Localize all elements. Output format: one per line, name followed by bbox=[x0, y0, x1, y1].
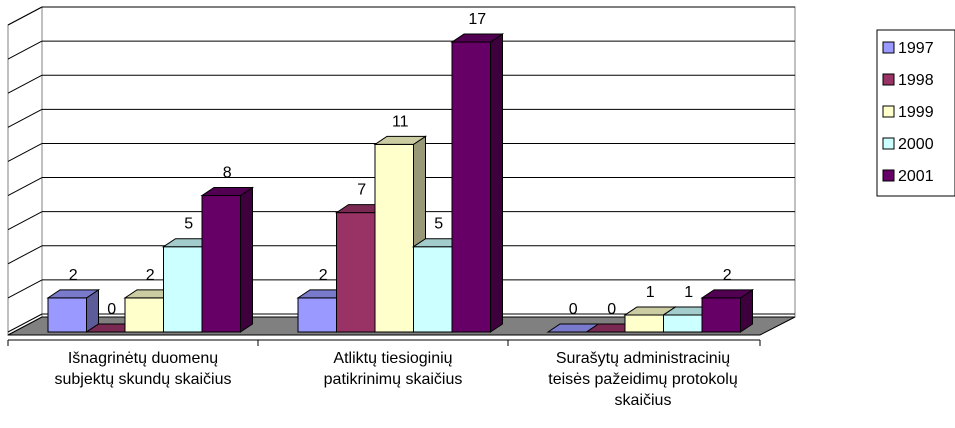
bar-top bbox=[373, 135, 428, 145]
legend-swatch bbox=[882, 105, 895, 118]
grid-line bbox=[7, 74, 43, 94]
value-label: 2 bbox=[723, 267, 732, 284]
bar bbox=[624, 314, 664, 333]
grid-line bbox=[7, 279, 43, 299]
grid-line bbox=[7, 177, 43, 196]
bar bbox=[47, 297, 87, 333]
bar-top bbox=[200, 187, 255, 197]
bar bbox=[413, 246, 453, 333]
x-tick-label: patikrinimų skaičius bbox=[324, 371, 463, 388]
x-tick-label: teisės pažeidimų protokolų bbox=[548, 371, 738, 388]
legend-swatch bbox=[882, 73, 895, 86]
bar bbox=[124, 297, 164, 333]
bar-top bbox=[450, 33, 505, 43]
bar bbox=[201, 195, 241, 333]
bar-top bbox=[700, 289, 755, 299]
value-label: 7 bbox=[357, 182, 366, 199]
grid-line bbox=[7, 211, 43, 231]
value-label: 5 bbox=[434, 216, 443, 233]
bar bbox=[374, 143, 414, 333]
x-tick-label: subjektų skundų skaičius bbox=[55, 371, 232, 388]
bar-side bbox=[490, 33, 503, 333]
legend-label: 1998 bbox=[898, 72, 934, 89]
value-label: 17 bbox=[468, 11, 486, 28]
legend-label: 1997 bbox=[898, 40, 934, 57]
x-tick-label: skaičius bbox=[615, 392, 672, 409]
value-label: 2 bbox=[319, 267, 328, 284]
bar bbox=[297, 297, 337, 333]
value-label: 11 bbox=[392, 113, 409, 130]
grid-line bbox=[7, 6, 43, 26]
value-label: 2 bbox=[69, 267, 78, 284]
legend-label: 2001 bbox=[898, 168, 934, 185]
grid-line bbox=[7, 245, 43, 265]
bar bbox=[336, 212, 376, 333]
grid-line bbox=[7, 40, 43, 60]
bar bbox=[663, 314, 703, 333]
grid-line bbox=[7, 313, 43, 333]
value-label: 1 bbox=[684, 284, 693, 301]
bar bbox=[701, 297, 741, 333]
value-label: 0 bbox=[569, 301, 578, 318]
value-label: 8 bbox=[223, 165, 232, 182]
grid-line bbox=[7, 143, 43, 162]
bar bbox=[451, 41, 491, 333]
legend-swatch bbox=[882, 169, 895, 182]
value-label: 1 bbox=[646, 284, 655, 301]
grid-line bbox=[7, 108, 43, 128]
bar-side bbox=[240, 186, 253, 333]
x-tick-label: Surašytų administracinių bbox=[556, 350, 730, 367]
legend-swatch bbox=[882, 41, 895, 54]
legend-label: 1999 bbox=[898, 104, 934, 121]
legend-swatch bbox=[882, 137, 895, 150]
value-label: 2 bbox=[146, 267, 155, 284]
bar bbox=[163, 246, 203, 333]
x-tick-label: Atliktų tiesioginių bbox=[333, 350, 452, 367]
bar-top bbox=[46, 289, 101, 299]
legend-label: 2000 bbox=[898, 136, 934, 153]
x-tick-label: Išnagrinėtų duomenų bbox=[68, 350, 218, 367]
value-label: 5 bbox=[184, 216, 193, 233]
value-label: 0 bbox=[107, 301, 116, 318]
value-label: 0 bbox=[607, 301, 616, 318]
